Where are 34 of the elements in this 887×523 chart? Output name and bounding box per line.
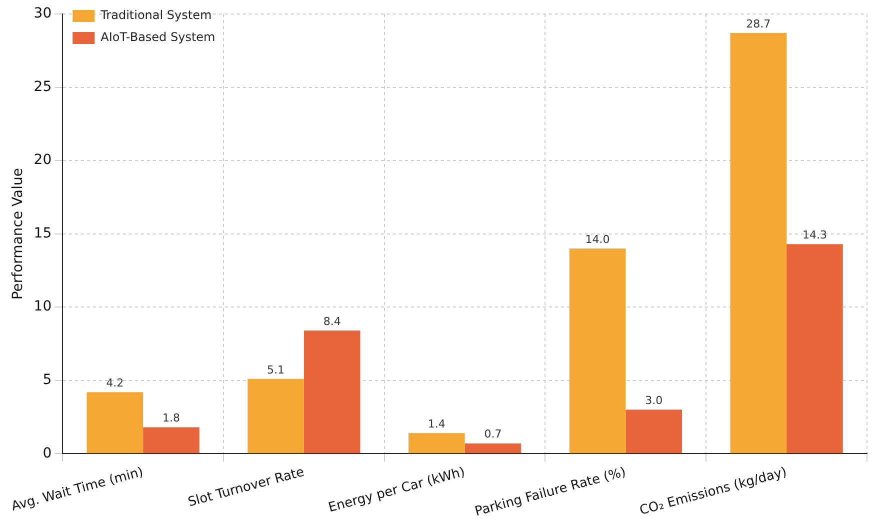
- y-tick-label: 15: [34, 225, 52, 242]
- y-axis-title: Performance Value: [10, 168, 26, 300]
- data-label: 3.0: [645, 394, 663, 408]
- bar: [86, 392, 144, 454]
- data-label: 0.7: [484, 428, 502, 441]
- bar: [786, 244, 843, 454]
- data-label: 1.8: [162, 412, 180, 425]
- data-label: 1.4: [428, 417, 446, 430]
- bar: [248, 378, 304, 454]
- bar: [408, 433, 465, 454]
- x-tick-label: Slot Turnover Rate: [186, 464, 306, 510]
- legend-label: AIoT-Based System: [100, 30, 216, 44]
- data-label: 5.1: [267, 363, 285, 376]
- bar: [626, 410, 682, 454]
- data-label: 28.7: [746, 17, 771, 30]
- bar: [143, 427, 200, 454]
- x-tick-label: Parking Failure Rate (%): [473, 464, 628, 520]
- x-tick-label: Avg. Wait Time (min): [10, 464, 145, 514]
- y-tick-label: 0: [42, 445, 52, 462]
- bar: [304, 330, 360, 454]
- x-tick-label: Energy per Car (kWh): [326, 464, 467, 516]
- y-tick-label: 20: [34, 152, 52, 168]
- y-tick-label: 25: [34, 78, 52, 95]
- bar: [569, 248, 626, 454]
- bar: [464, 443, 522, 454]
- data-label: 14.0: [585, 232, 610, 246]
- bar: [730, 33, 787, 454]
- legend-label: Traditional System: [100, 8, 212, 22]
- data-label: 8.4: [323, 314, 341, 328]
- y-tick-label: 10: [34, 298, 52, 315]
- y-tick-label: 30: [34, 6, 52, 22]
- data-label: 14.3: [802, 228, 827, 242]
- data-label: 4.2: [106, 376, 124, 390]
- y-tick-label: 5: [42, 372, 52, 388]
